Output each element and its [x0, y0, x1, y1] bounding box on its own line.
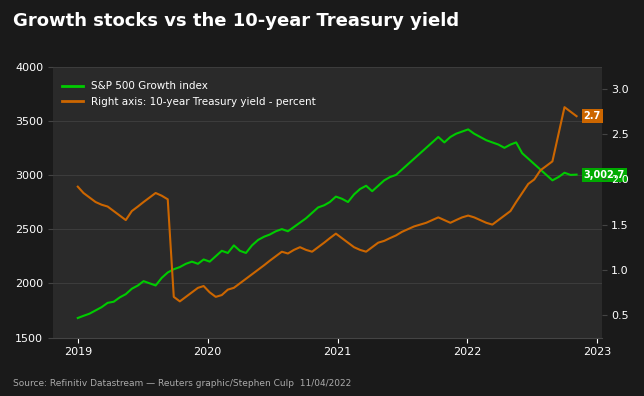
Text: 3,002.7: 3,002.7 [583, 169, 625, 180]
Text: Growth stocks vs the 10-year Treasury yield: Growth stocks vs the 10-year Treasury yi… [13, 12, 459, 30]
Text: 2.7: 2.7 [583, 111, 601, 121]
Legend: S&P 500 Growth index, Right axis: 10-year Treasury yield - percent: S&P 500 Growth index, Right axis: 10-yea… [58, 77, 320, 111]
Text: Source: Refinitiv Datastream — Reuters graphic/Stephen Culp  11/04/2022: Source: Refinitiv Datastream — Reuters g… [13, 379, 351, 388]
